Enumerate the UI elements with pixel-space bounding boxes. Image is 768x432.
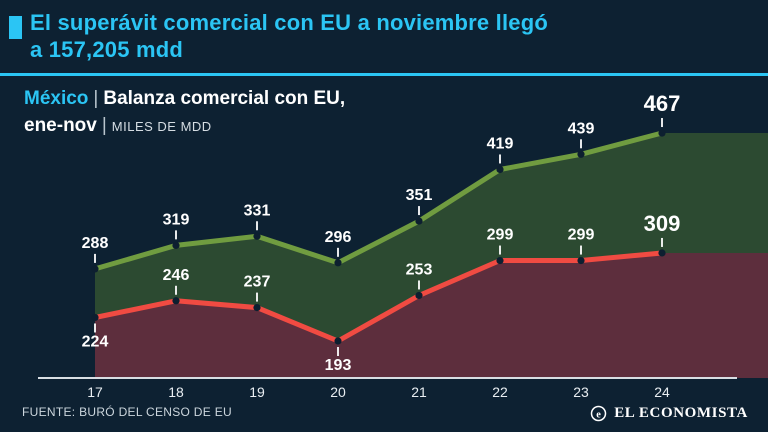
value-label: 299 <box>568 227 595 244</box>
green-series-line <box>92 130 665 272</box>
subtitle-separator-2: | <box>101 114 107 136</box>
data-point-dot <box>334 259 342 267</box>
data-point-dot <box>91 313 99 322</box>
data-point-dot <box>172 297 180 305</box>
value-label: 296 <box>325 229 352 246</box>
data-point-dot <box>91 265 99 273</box>
data-point-dot <box>415 291 423 300</box>
data-point-dot <box>577 150 585 158</box>
subtitle-description: Balanza comercial con EU, <box>103 88 346 109</box>
data-point-dot <box>658 129 666 137</box>
red-series-line <box>92 250 665 344</box>
green-series-fill <box>95 133 768 378</box>
data-point-dot <box>172 241 180 249</box>
brand-name: EL ECONOMISTA <box>614 405 748 421</box>
subtitle-line1: México | Balanza comercial con EU, <box>24 86 345 113</box>
data-point-dot <box>496 256 504 265</box>
x-tick-label: 21 <box>411 384 427 400</box>
logo-letter: e <box>596 409 601 420</box>
title-bullet <box>9 16 22 39</box>
value-label: 309 <box>644 211 681 236</box>
red-series-fill <box>95 253 768 378</box>
x-tick-label: 22 <box>492 384 508 400</box>
value-label: 351 <box>406 187 433 204</box>
subtitle-line2: ene-nov | MILES DE MDD <box>24 113 345 140</box>
value-label: 331 <box>244 202 271 219</box>
x-tick-label: 19 <box>249 384 265 400</box>
data-point-dot <box>577 256 585 265</box>
x-tick-label: 17 <box>87 384 103 400</box>
value-label: 419 <box>487 135 514 152</box>
x-tick-label: 23 <box>573 384 589 400</box>
x-tick-label: 18 <box>168 384 184 400</box>
subtitle-separator: | <box>93 88 99 109</box>
value-label: 246 <box>163 267 190 284</box>
data-point-dot <box>253 304 261 312</box>
data-point-dot <box>658 249 666 257</box>
header-divider <box>0 73 768 76</box>
value-label: 319 <box>163 211 190 228</box>
subtitle-units: MILES DE MDD <box>111 118 212 134</box>
x-tick-label: 24 <box>654 384 670 400</box>
value-label: 299 <box>487 227 514 244</box>
source-note: FUENTE: BURÓ DEL CENSO DE EU <box>22 405 232 419</box>
data-point-dot <box>496 165 504 174</box>
value-label: 237 <box>244 274 271 291</box>
data-point-dot <box>415 217 423 225</box>
chart-subtitle: México | Balanza comercial con EU, ene-nov… <box>24 86 345 139</box>
page-title: El superávit comercial con EU a noviembr… <box>30 10 548 64</box>
data-point-dot <box>253 232 261 240</box>
value-label: 467 <box>644 91 681 116</box>
subtitle-country: México <box>24 88 89 109</box>
el-economista-logo-icon: e <box>590 405 607 422</box>
value-label: 439 <box>568 120 595 137</box>
x-tick-label: 20 <box>330 384 346 400</box>
value-label: 253 <box>406 261 433 278</box>
value-label: 224 <box>82 333 109 350</box>
data-point-dot <box>334 337 342 345</box>
value-label: 288 <box>82 235 109 252</box>
page-title-line2: a 157,205 mdd <box>30 36 184 62</box>
brand-logo: e EL ECONOMISTA <box>590 405 748 422</box>
value-label: 193 <box>325 357 352 374</box>
page-title-line1: El superávit comercial con EU a noviembr… <box>30 10 549 35</box>
subtitle-period: ene-nov <box>24 114 97 136</box>
